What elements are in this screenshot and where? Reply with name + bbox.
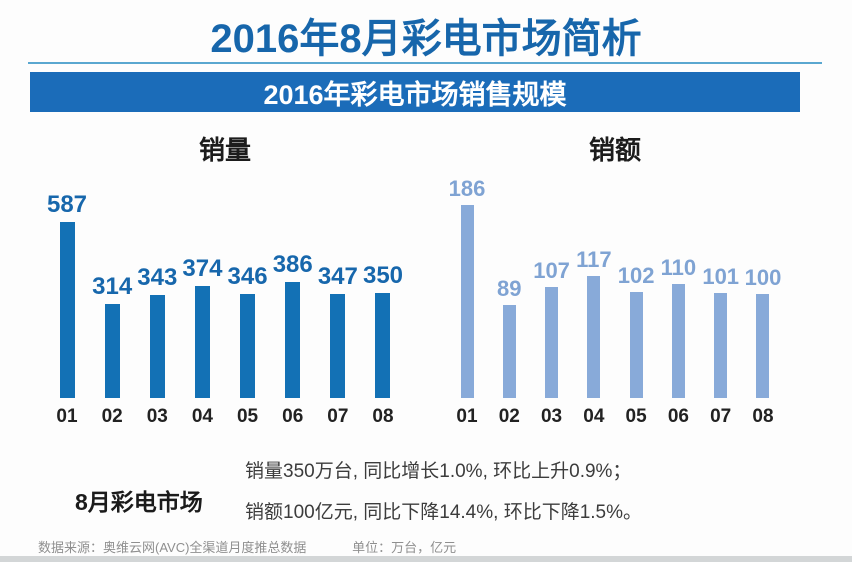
summary-label: 8月彩电市场: [75, 489, 203, 515]
bar-value-label: 350: [362, 262, 404, 289]
bar-category-label: 02: [498, 406, 520, 427]
unit-note: 单位：万台，亿元: [352, 540, 457, 555]
bar-value-label: 107: [533, 258, 570, 283]
bar: [104, 304, 120, 398]
bar-column: 117 04: [576, 165, 612, 427]
bar: [149, 295, 165, 398]
bar-value-label: 102: [617, 263, 655, 288]
bar: [240, 294, 256, 398]
bar-category-label: 08: [752, 406, 774, 427]
bar-category-label: 07: [710, 406, 732, 427]
bar-value-label: 117: [576, 247, 612, 272]
bar-column: 101 07: [702, 165, 739, 427]
bar: [671, 284, 685, 398]
bar-column: 100 08: [745, 165, 782, 427]
bar-value-label: 386: [272, 251, 313, 278]
bar-column: 374 04: [182, 165, 222, 427]
bar-category-label: 03: [540, 406, 563, 427]
bar-category-label: 06: [667, 406, 689, 427]
bar: [330, 294, 346, 398]
bar-value-label: 89: [497, 276, 522, 301]
summary-line-revenue: 销额100亿元, 同比下降14.4%, 环比下降1.5%。: [245, 502, 642, 523]
section-banner-label: 2016年彩电市场销售规模: [263, 79, 567, 110]
bar-column: 110 06: [661, 165, 697, 427]
bar-column: 587 01: [47, 165, 87, 427]
bar-column: 102 05: [618, 165, 655, 427]
bar-category-label: 04: [583, 406, 605, 427]
bar: [714, 293, 728, 398]
bar-value-label: 587: [46, 191, 88, 218]
bar-category-label: 01: [56, 406, 78, 427]
bar-category-label: 06: [282, 406, 304, 427]
volume-chart-title: 销量: [198, 135, 251, 165]
bar-category-label: 04: [191, 406, 213, 427]
data-source-note: 数据来源：奥维云网(AVC)全渠道月度推总数据: [38, 540, 307, 555]
bar-column: 346 05: [228, 165, 268, 427]
bar-category-label: 05: [236, 406, 259, 427]
bar-value-label: 374: [182, 255, 223, 282]
bar-category-label: 02: [101, 406, 123, 427]
bottom-strip: [0, 556, 852, 562]
title-underline: [28, 62, 822, 64]
bar: [375, 293, 391, 398]
bar-column: 386 06: [273, 165, 313, 427]
bar: [756, 294, 770, 398]
bar-value-label: 110: [660, 255, 697, 280]
bar-category-label: 08: [372, 406, 394, 427]
bar-value-label: 101: [702, 264, 740, 289]
summary-text: 销量350万台, 同比增长1.0%, 环比上升0.9%； 销额100亿元, 同比…: [245, 451, 642, 533]
bar-value-label: 346: [227, 263, 268, 290]
bar: [545, 287, 559, 398]
bar-category-label: 01: [456, 406, 478, 427]
bar: [629, 292, 643, 398]
bar: [285, 282, 301, 398]
bar-column: 89 02: [497, 165, 522, 427]
bar: [587, 276, 601, 398]
bar-value-label: 343: [137, 264, 178, 291]
page-title: 2016年8月彩电市场简析: [210, 17, 642, 61]
bar: [59, 222, 75, 398]
bar-column: 347 07: [318, 165, 358, 427]
section-banner: 2016年彩电市场销售规模: [30, 72, 800, 112]
bar-column: 350 08: [363, 165, 403, 427]
bar-value-label: 347: [317, 263, 358, 290]
bar-category-label: 03: [146, 406, 168, 427]
bar-value-label: 186: [448, 176, 486, 201]
bar-column: 314 02: [92, 165, 132, 427]
summary-line-volume: 销量350万台, 同比增长1.0%, 环比上升0.9%；: [245, 461, 632, 482]
bar-column: 186 01: [449, 165, 486, 427]
bar: [194, 286, 210, 398]
bar-column: 343 03: [137, 165, 177, 427]
revenue-chart-title: 销额: [588, 135, 641, 165]
volume-chart-bars: 587 01 314 02 343 03 374 04 346 05 386 06 347 07 350 08: [47, 165, 403, 427]
bar-column: 107 03: [533, 165, 570, 427]
footer: 数据来源：奥维云网(AVC)全渠道月度推总数据 单位：万台，亿元: [38, 537, 456, 556]
bar: [460, 205, 474, 398]
bar: [502, 305, 516, 398]
bar-category-label: 07: [327, 406, 349, 427]
bar-value-label: 314: [92, 273, 133, 300]
bar-value-label: 100: [744, 265, 782, 290]
revenue-chart-bars: 186 01 89 02 107 03 117 04 102 05 110 06 101 07 100 08: [449, 165, 782, 427]
bar-category-label: 05: [625, 406, 647, 427]
